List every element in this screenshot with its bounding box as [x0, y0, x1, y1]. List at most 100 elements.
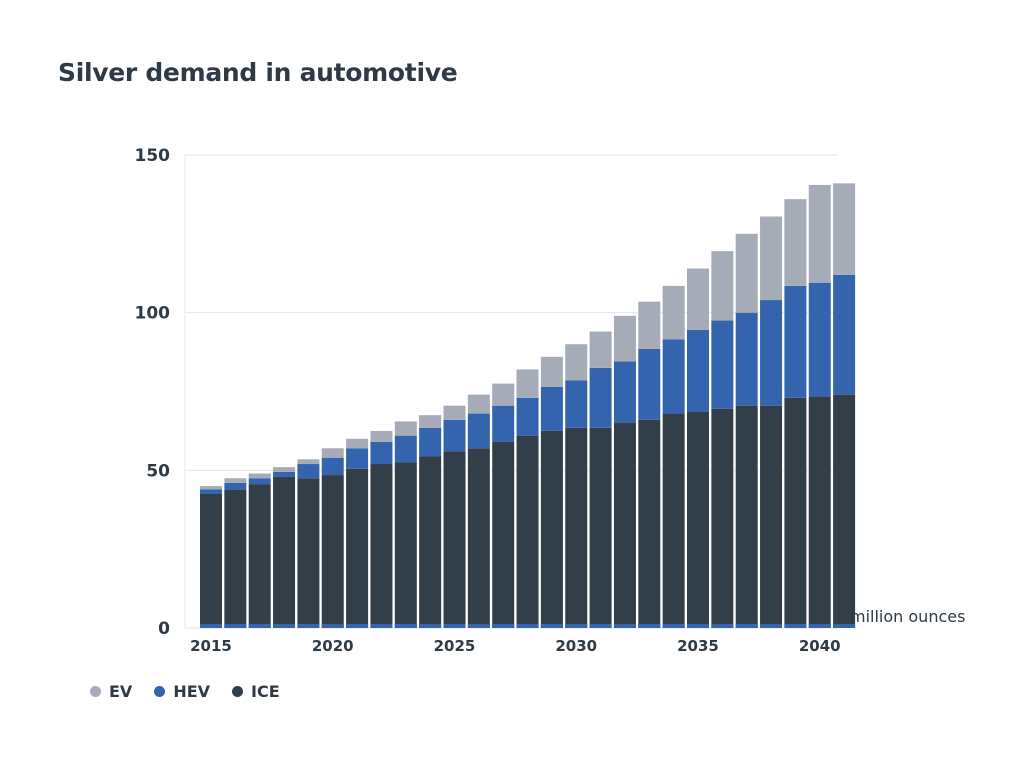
bar-group-2035 — [687, 268, 709, 628]
bar-ice-2030 — [565, 427, 588, 628]
bar-hev-2035 — [687, 330, 709, 412]
bar-hev-2036 — [711, 320, 734, 409]
y-tick-label: 50 — [146, 461, 170, 481]
bar-baseline — [321, 624, 344, 628]
bar-ev-2015 — [200, 486, 222, 490]
bar-ev-2032 — [613, 315, 636, 362]
bar-ev-2020 — [321, 448, 344, 458]
bar-baseline — [419, 624, 442, 628]
bar-hev-2020 — [321, 457, 344, 476]
bar-ice-2020 — [321, 475, 344, 628]
legend-item-ice[interactable]: ICE — [232, 682, 280, 701]
bar-group-2040 — [808, 184, 831, 628]
bar-baseline — [687, 624, 709, 628]
legend-dot-ev-icon — [90, 686, 101, 697]
bar-group-2021 — [346, 438, 369, 628]
bar-ev-2041 — [833, 183, 856, 275]
bar-ev-2036 — [711, 251, 734, 321]
y-tick-label: 100 — [135, 304, 171, 324]
x-tick-label: 2020 — [312, 637, 354, 655]
bar-group-2019 — [297, 459, 320, 628]
legend: EV HEV ICE — [90, 682, 280, 701]
y-tick-label: 150 — [135, 146, 171, 166]
bar-hev-2024 — [419, 427, 442, 457]
bar-ice-2018 — [273, 476, 296, 628]
bar-hev-2018 — [273, 471, 296, 477]
bar-group-2018 — [273, 467, 296, 628]
bar-hev-2015 — [200, 489, 222, 494]
bar-ice-2031 — [589, 427, 612, 628]
bar-baseline — [662, 624, 685, 628]
bar-baseline — [589, 624, 612, 628]
bar-hev-2040 — [808, 282, 831, 397]
bar-baseline — [370, 624, 393, 628]
bar-ice-2035 — [687, 411, 709, 628]
bar-hev-2022 — [370, 441, 393, 465]
bar-ice-2019 — [297, 478, 320, 628]
bar-baseline — [248, 624, 271, 628]
bar-group-2016 — [224, 478, 247, 628]
bar-ice-2021 — [346, 468, 369, 628]
legend-label: HEV — [173, 682, 211, 701]
bar-ev-2029 — [540, 356, 563, 387]
bar-ice-2017 — [248, 484, 271, 628]
bar-group-2029 — [540, 356, 563, 628]
legend-item-hev[interactable]: HEV — [154, 682, 210, 701]
bar-ev-2037 — [735, 233, 758, 313]
bar-baseline — [492, 624, 515, 628]
legend-label: EV — [109, 682, 133, 701]
bar-ice-2040 — [808, 396, 831, 628]
bar-ev-2016 — [224, 478, 247, 483]
bar-baseline — [467, 624, 490, 628]
bar-group-2031 — [589, 331, 612, 628]
bar-baseline — [711, 624, 734, 628]
bar-ice-2016 — [224, 489, 247, 628]
bar-group-2026 — [467, 394, 490, 628]
bar-group-2028 — [516, 369, 539, 628]
x-tick-label: 2040 — [799, 637, 841, 655]
bar-hev-2037 — [735, 312, 758, 406]
bar-ice-2032 — [613, 423, 636, 628]
bar-hev-2027 — [492, 405, 515, 442]
bar-ice-2023 — [394, 462, 417, 628]
bar-group-2023 — [394, 421, 417, 628]
bar-group-2037 — [735, 233, 758, 628]
bar-hev-2030 — [565, 380, 588, 428]
y-tick-label: 0 — [158, 619, 170, 639]
bar-ice-2038 — [760, 405, 783, 628]
bar-baseline — [833, 624, 856, 628]
bar-hev-2038 — [760, 300, 783, 406]
bar-hev-2033 — [638, 348, 661, 420]
bar-ice-2036 — [711, 408, 734, 628]
bar-ice-2024 — [419, 456, 442, 628]
bar-ice-2037 — [735, 405, 758, 628]
bar-group-2033 — [638, 301, 661, 628]
bar-hev-2031 — [589, 367, 612, 428]
bar-hev-2025 — [443, 419, 466, 452]
bar-hev-2016 — [224, 482, 247, 490]
bar-ev-2038 — [760, 216, 783, 301]
y-axis-ticks: 0 50 100 150 — [135, 146, 171, 639]
bar-group-2034 — [662, 285, 685, 628]
bar-baseline — [516, 624, 539, 628]
bar-ev-2025 — [443, 405, 466, 420]
legend-dot-ice-icon — [232, 686, 244, 697]
bar-ice-2034 — [662, 413, 685, 628]
bar-ev-2023 — [394, 421, 417, 436]
bar-baseline — [735, 624, 758, 628]
bar-hev-2019 — [297, 464, 320, 479]
x-axis-ticks: 2015 2020 2025 2030 2035 2040 — [190, 637, 841, 655]
bar-baseline — [565, 624, 588, 628]
bar-baseline — [224, 624, 247, 628]
bar-ice-2033 — [638, 419, 661, 628]
bar-baseline — [540, 624, 563, 628]
legend-item-ev[interactable]: EV — [90, 682, 132, 701]
unit-label: million ounces — [850, 607, 965, 626]
bar-ice-2028 — [516, 435, 539, 628]
bar-ev-2040 — [808, 184, 831, 283]
bar-baseline — [273, 624, 296, 628]
bar-group-2020 — [321, 448, 344, 628]
bar-hev-2029 — [540, 386, 563, 431]
bar-ev-2031 — [589, 331, 612, 368]
